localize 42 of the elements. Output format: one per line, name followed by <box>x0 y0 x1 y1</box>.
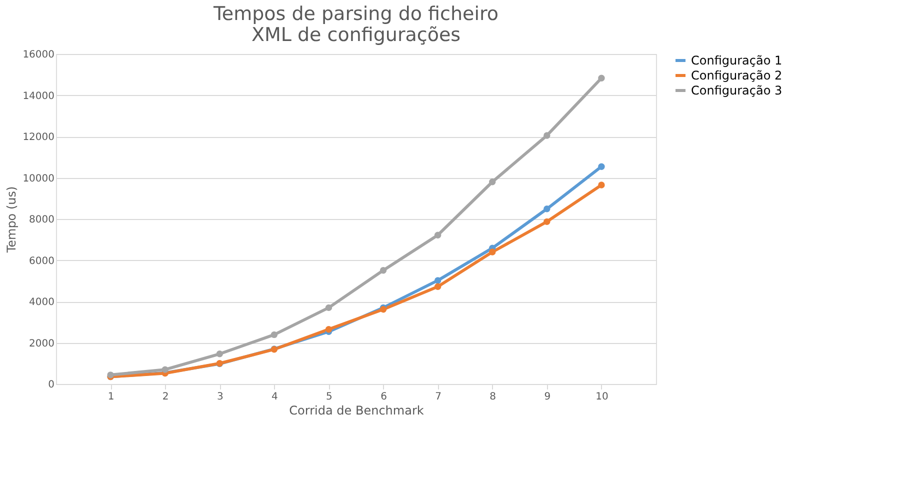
chart-title: Tempos de parsing do ficheiro XML de configurações <box>212 3 498 46</box>
point <box>380 267 387 274</box>
y-tick-label: 6000 <box>29 256 54 267</box>
legend-label: Configuração 2 <box>691 68 782 82</box>
x-tick-label: 10 <box>596 392 608 402</box>
x-tick-label: 6 <box>380 392 387 402</box>
point <box>544 132 550 139</box>
point <box>270 331 278 338</box>
x-tick-label: 5 <box>326 392 332 402</box>
point <box>544 218 550 226</box>
x-tick-label: 2 <box>162 392 169 402</box>
point <box>544 206 550 212</box>
x-tick-label: 3 <box>216 392 224 402</box>
point <box>216 350 223 358</box>
x-tick-label: 8 <box>490 392 496 402</box>
legend-label: Configuração 3 <box>691 84 782 98</box>
point <box>434 283 442 290</box>
point <box>325 326 332 333</box>
legend-label: Configuração 1 <box>691 54 782 68</box>
x-tick-label: 7 <box>435 392 442 402</box>
x-tick-label: 1 <box>108 392 114 402</box>
y-tick-label: 16000 <box>22 50 54 60</box>
point <box>598 163 605 170</box>
x-tick-label: 4 <box>271 392 278 402</box>
point <box>489 178 496 186</box>
point <box>489 248 496 256</box>
point <box>162 366 168 373</box>
y-tick-label: 2000 <box>29 338 54 350</box>
point <box>434 277 442 284</box>
point <box>325 304 332 312</box>
y-tick-label: 12000 <box>22 132 54 143</box>
y-tick-label: 8000 <box>29 214 54 226</box>
y-tick-label: 14000 <box>22 90 54 102</box>
x-axis-title: Corrida de Benchmark <box>289 404 424 418</box>
point <box>598 74 605 82</box>
x-tick-label: 9 <box>544 392 551 402</box>
y-tick-label: 10000 <box>22 173 54 184</box>
point <box>434 232 442 238</box>
y-axis-title: Tempo (us) <box>4 186 19 254</box>
point <box>598 182 605 188</box>
y-tick-label: 0 <box>48 380 54 390</box>
y-tick-label: 4000 <box>29 297 54 308</box>
